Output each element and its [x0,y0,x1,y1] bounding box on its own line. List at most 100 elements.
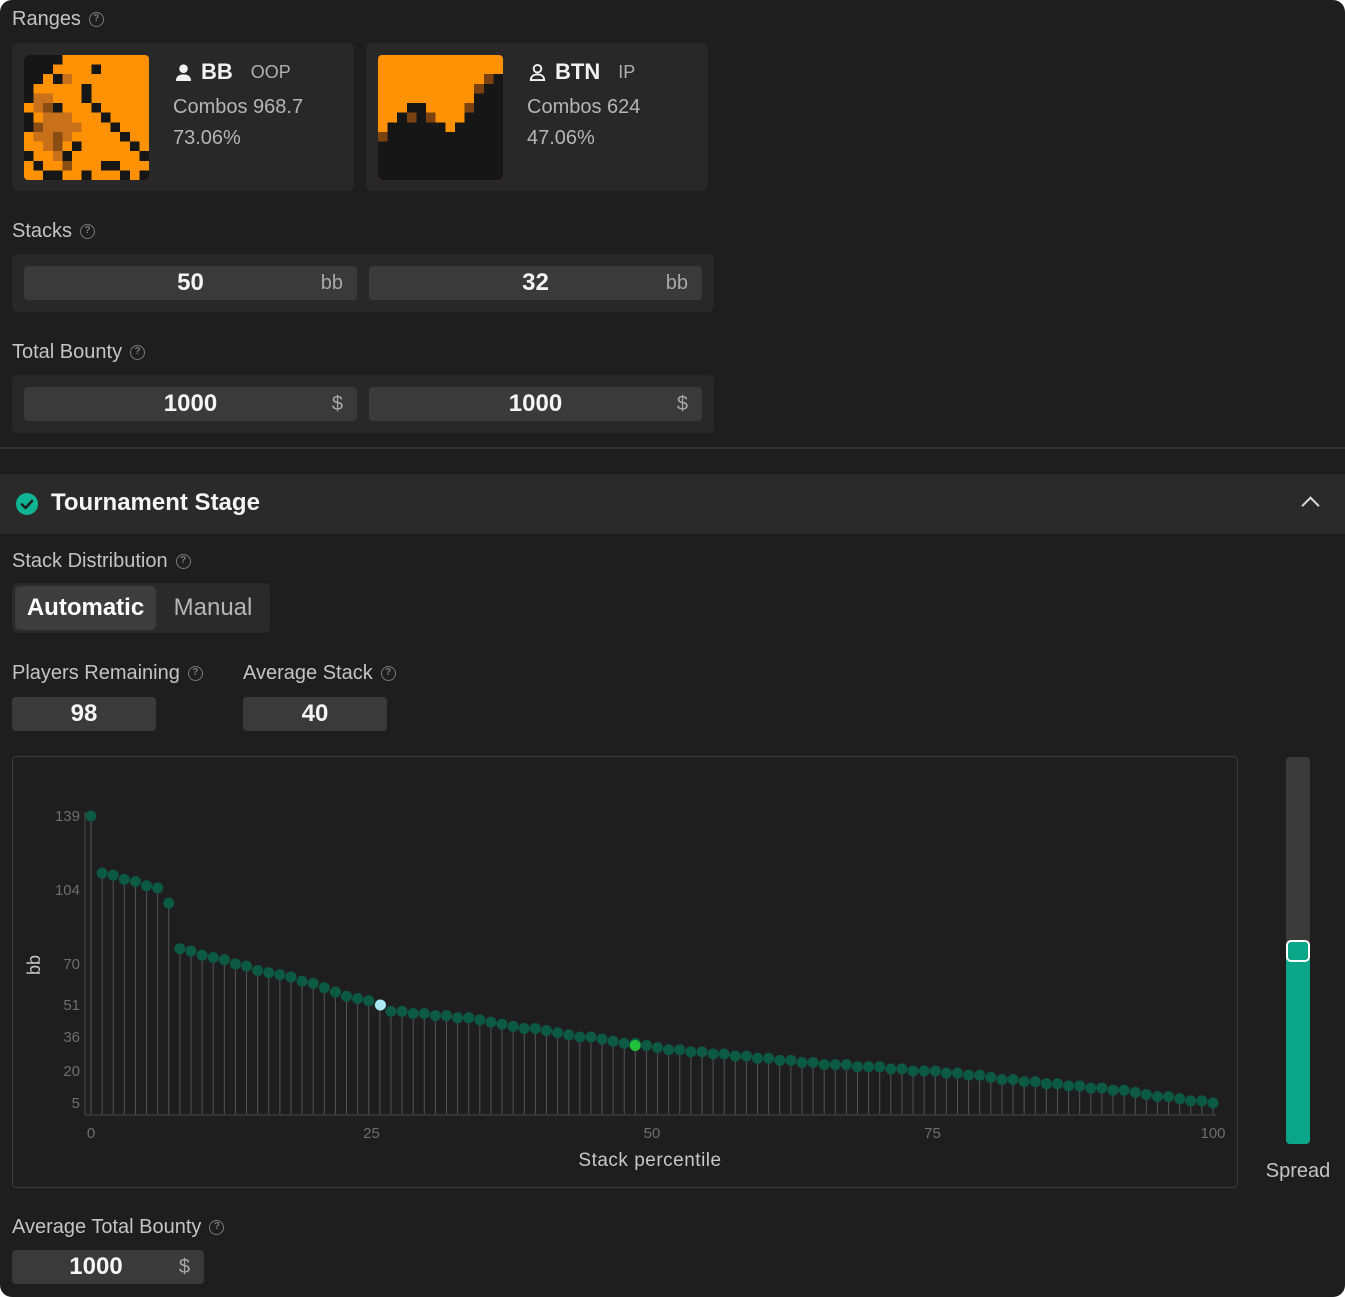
spread-slider-handle[interactable] [1286,939,1310,962]
data-point [329,986,341,998]
player-name-bb: BB OOP [174,59,291,85]
data-point [174,943,186,955]
x-tick-label: 0 [87,1125,95,1142]
stack-input-bb[interactable]: 50 bb [24,266,357,300]
average-stack-label: Average Stack [243,662,373,684]
average-stack-value[interactable]: 40 [301,700,329,727]
player-position: OOP [250,61,291,82]
x-tick-label: 25 [363,1125,380,1142]
data-point [652,1042,664,1054]
range-card-btn[interactable]: BTN IP Combos 624 47.06% [366,43,708,191]
data-point [307,977,319,989]
data-point [552,1027,564,1039]
data-point [263,967,275,979]
chevron-up-icon[interactable] [1301,496,1320,515]
players-remaining-header: Players Remaining ? [12,662,203,685]
data-point [929,1065,941,1077]
data-point [607,1035,619,1047]
data-point [896,1063,908,1075]
y-tick-label: 5 [72,1095,80,1112]
y-tick-label: 104 [55,882,80,899]
bounty-input-bb[interactable]: 1000 $ [24,387,357,421]
data-point [585,1031,597,1043]
data-point [618,1037,630,1049]
data-point [685,1046,697,1058]
bounty-unit: $ [676,393,688,415]
data-point [718,1048,730,1060]
help-icon[interactable]: ? [380,666,396,681]
range-percent: 73.06% [173,127,241,149]
average-bounty-input[interactable]: 1000 $ [12,1250,204,1284]
check-circle-icon [16,493,38,515]
data-point [674,1044,686,1056]
combos-text: Combos 624 [527,96,641,118]
bounty-input-btn[interactable]: 1000 $ [369,387,702,421]
data-point [1040,1078,1052,1090]
help-icon[interactable]: ? [187,666,203,681]
bounty-value[interactable]: 1000 [508,390,563,417]
average-bounty-unit: $ [178,1256,190,1278]
stack-input-btn[interactable]: 32 bb [369,266,702,300]
data-point [452,1012,464,1024]
data-point [296,975,308,987]
data-point [429,1010,441,1022]
tournament-stage-header[interactable]: Tournament Stage [0,474,1345,534]
mode-manual-button[interactable]: Manual [173,594,253,621]
data-point [740,1050,752,1062]
data-point [807,1057,819,1068]
data-point [1107,1084,1119,1096]
stack-value[interactable]: 32 [522,269,549,296]
x-axis-title: Stack percentile [578,1150,721,1171]
range-grid-bb[interactable] [24,55,149,180]
help-icon[interactable]: ? [130,345,146,360]
help-icon[interactable]: ? [175,554,191,569]
data-point [529,1022,541,1034]
y-tick-label: 20 [63,1063,80,1080]
data-point [1207,1097,1219,1109]
stacks-header: Stacks ? [12,220,96,243]
player-position: IP [618,61,636,82]
data-point [474,1014,486,1026]
range-grid-btn[interactable] [378,55,503,180]
bounty-value[interactable]: 1000 [163,390,218,417]
data-point [640,1040,652,1051]
players-remaining-input[interactable]: 98 [12,697,156,731]
average-stack-header: Average Stack ? [243,662,396,685]
average-stack-input[interactable]: 40 [243,697,387,731]
data-point [863,1061,875,1073]
help-icon[interactable]: ? [80,224,96,239]
bounty-group: 1000 $ 1000 $ [12,375,714,433]
data-point [1196,1095,1208,1107]
data-point [1051,1078,1063,1090]
data-point [118,873,130,885]
ranges-label: Ranges [12,8,81,30]
stack-value[interactable]: 50 [177,269,204,296]
players-remaining-value[interactable]: 98 [70,700,98,727]
data-point [907,1065,919,1077]
help-icon[interactable]: ? [209,1220,225,1235]
data-point [663,1044,675,1056]
range-card-bb[interactable]: BB OOP Combos 968.7 73.06% [12,43,354,191]
data-point [241,960,253,972]
data-point [763,1052,775,1064]
data-point [840,1059,852,1071]
data-point [396,1005,408,1017]
data-point [1118,1084,1130,1096]
data-point [107,869,119,881]
data-point [1029,1076,1041,1088]
stack-unit: bb [665,272,688,294]
data-point [85,810,97,822]
section-divider [0,447,1345,449]
data-point [352,993,364,1005]
data-point [96,867,108,879]
stack-distribution-label: Stack Distribution [12,550,168,572]
average-bounty-value[interactable]: 1000 [69,1253,123,1280]
data-point [385,1005,397,1017]
mode-automatic-button[interactable]: Automatic [15,586,156,630]
chart-svg: 139 104 70 51 36 20 50 25 50 75 100 Stack percentil… [24,808,1226,1171]
user-outline-icon [529,63,546,81]
data-point [1074,1080,1086,1092]
help-icon[interactable]: ? [88,12,104,27]
data-point [129,876,141,888]
bounty-label: Total Bounty [12,341,123,363]
